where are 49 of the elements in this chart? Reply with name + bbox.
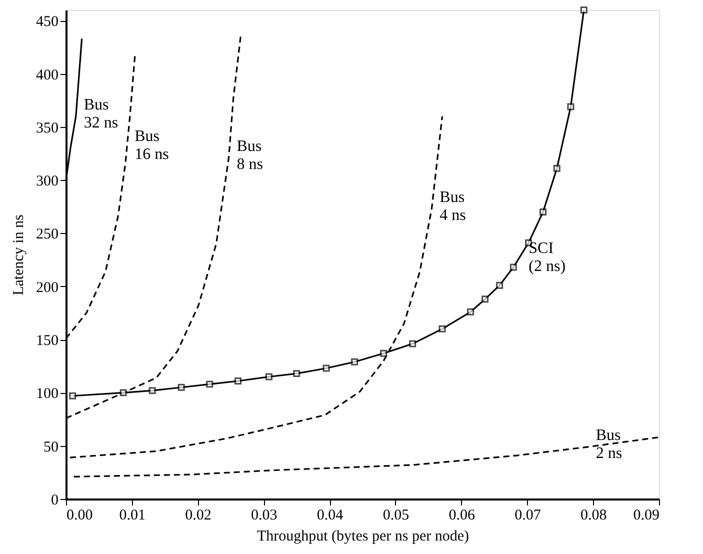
point bbox=[482, 296, 489, 303]
x-axis-title: Throughput (bytes per ns per node) bbox=[256, 528, 470, 544]
point bbox=[510, 264, 517, 271]
annotation: SCI (2 ns) bbox=[528, 240, 566, 275]
point bbox=[580, 6, 588, 14]
point bbox=[120, 389, 127, 396]
point bbox=[351, 358, 358, 366]
y-tick-label: 300 bbox=[36, 174, 58, 190]
y-tick-label: 250 bbox=[36, 226, 58, 243]
point bbox=[148, 387, 156, 394]
y-tick-label: 200 bbox=[36, 280, 58, 296]
x-tick-label: 0.03 bbox=[251, 508, 278, 524]
point bbox=[438, 325, 446, 332]
point bbox=[234, 378, 242, 384]
y-tick-label: 150 bbox=[36, 333, 58, 350]
point bbox=[567, 103, 574, 110]
y-tick-label: 400 bbox=[36, 67, 58, 84]
x-tick-label: 0.02 bbox=[185, 508, 212, 524]
x-tick-label: 0.08 bbox=[580, 508, 607, 524]
annotation: Bus 8 ns bbox=[236, 138, 263, 173]
y-tick-label: 450 bbox=[36, 14, 58, 30]
point bbox=[322, 364, 330, 372]
point bbox=[178, 384, 185, 391]
point bbox=[206, 380, 214, 388]
point bbox=[409, 340, 416, 348]
point bbox=[380, 350, 388, 357]
point bbox=[69, 392, 76, 400]
annotation: Bus 32 ns bbox=[84, 96, 118, 132]
point bbox=[293, 370, 300, 378]
y-tick-label: 350 bbox=[36, 120, 58, 136]
point bbox=[467, 308, 474, 316]
x-tick-label: 0.00 bbox=[66, 508, 93, 524]
point bbox=[496, 282, 504, 289]
y-tick-label: 0 bbox=[51, 492, 58, 508]
annotation: Bus 16 ns bbox=[134, 128, 169, 164]
point bbox=[265, 373, 272, 380]
x-tick-label: 0.01 bbox=[119, 508, 146, 524]
y-tick-label: 50 bbox=[44, 439, 58, 456]
x-tick-label: 0.06 bbox=[448, 508, 476, 524]
y-tick-label: 100 bbox=[36, 386, 58, 402]
y-axis-title: Latency in ns bbox=[11, 214, 27, 296]
annotation: Bus 4 ns bbox=[440, 188, 466, 224]
x-tick-label: 0.09 bbox=[633, 508, 660, 524]
point bbox=[540, 208, 547, 216]
x-tick-label: 0.07 bbox=[514, 508, 542, 524]
x-tick-label: 0.05 bbox=[382, 508, 410, 524]
point bbox=[553, 164, 560, 172]
x-tick-label: 0.04 bbox=[316, 508, 344, 524]
annotation: Bus 2 ns bbox=[596, 426, 622, 462]
